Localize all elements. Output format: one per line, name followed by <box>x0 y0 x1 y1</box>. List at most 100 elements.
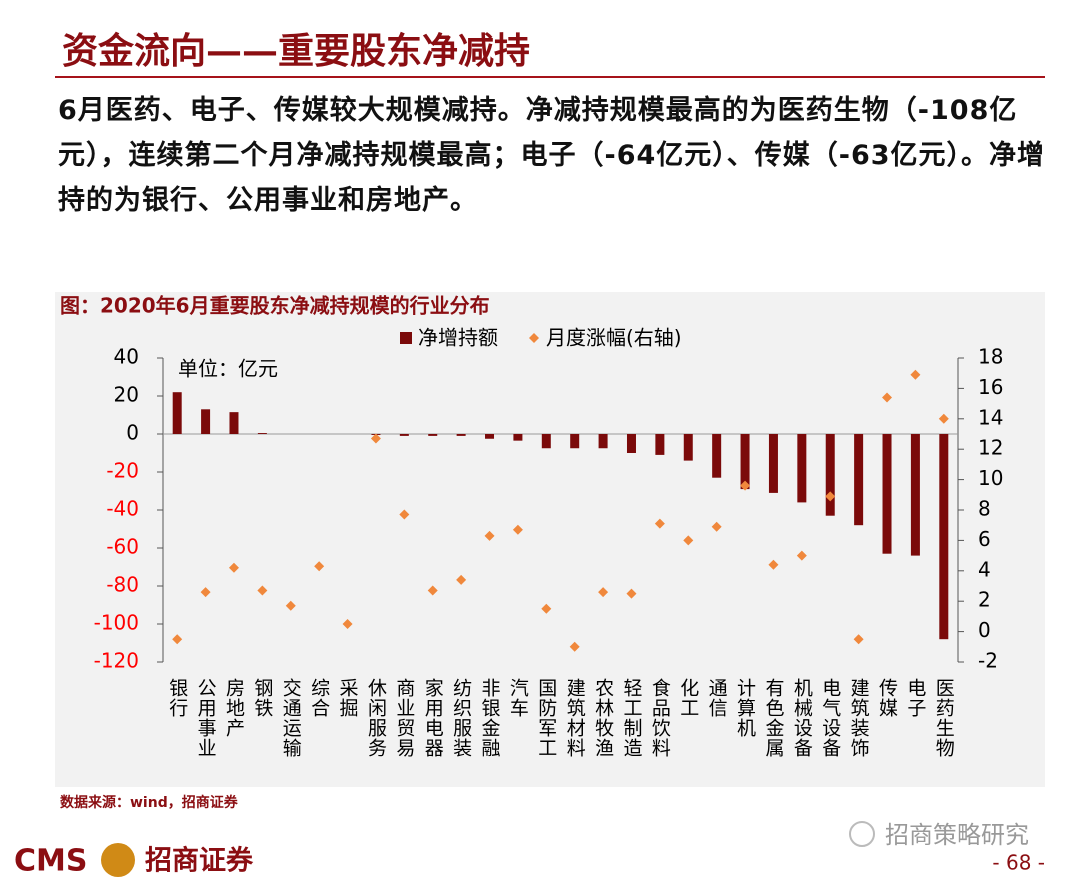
y2-tick-label: 12 <box>978 436 1003 460</box>
point <box>257 585 268 596</box>
y-tick-label: -120 <box>94 649 139 673</box>
bar <box>626 434 636 453</box>
point <box>853 634 864 645</box>
bar <box>882 434 892 554</box>
point <box>882 392 893 403</box>
point <box>342 619 353 629</box>
x-tick-label: 房地产 <box>223 678 245 738</box>
bar <box>768 434 778 493</box>
point <box>654 518 665 529</box>
title-rule <box>55 76 1045 78</box>
y-tick-label: -20 <box>106 459 139 483</box>
y-tick-label: -60 <box>106 535 139 559</box>
point <box>910 369 921 380</box>
y2-tick-label: 14 <box>978 405 1003 429</box>
y2-tick-label: -2 <box>978 649 998 673</box>
y-tick-label: 40 <box>114 345 139 369</box>
point <box>484 530 495 541</box>
point <box>683 535 694 546</box>
x-tick-label: 农林牧渔 <box>592 678 614 758</box>
brand-cn: 招商证券 <box>145 845 254 877</box>
wechat-mark: 招商策略研究 <box>885 821 1029 849</box>
bar <box>201 409 211 434</box>
bar <box>456 434 466 436</box>
bar <box>399 434 409 436</box>
y-tick-label: -100 <box>94 611 139 635</box>
brand-logo <box>101 843 135 877</box>
x-tick-label: 休闲服务 <box>365 678 387 758</box>
x-tick-label: 建筑材料 <box>564 678 586 758</box>
point <box>314 561 325 572</box>
y2-tick-label: 16 <box>978 375 1003 399</box>
legend-label: 净增持额 <box>418 326 498 350</box>
wechat-icon <box>849 821 875 847</box>
chart-background <box>55 292 1045 787</box>
x-tick-label: 汽车 <box>507 678 529 718</box>
bar <box>541 434 551 449</box>
point <box>938 413 949 424</box>
point <box>399 509 410 520</box>
y2-tick-label: 8 <box>978 497 991 521</box>
x-tick-label: 医药生物 <box>933 678 955 758</box>
y-tick-label: -40 <box>106 497 139 521</box>
x-tick-label: 有色金属 <box>762 678 784 758</box>
bar <box>598 434 608 449</box>
legend-swatch <box>400 332 412 344</box>
x-tick-label: 食品饮料 <box>649 678 671 758</box>
point <box>200 587 211 598</box>
x-tick-label: 非银金融 <box>479 678 501 758</box>
point <box>541 603 552 614</box>
x-tick-label: 商业贸易 <box>393 678 415 758</box>
x-tick-label: 计算机 <box>734 678 756 738</box>
y2-tick-label: 0 <box>978 618 991 642</box>
bar <box>683 434 693 461</box>
x-tick-label: 家用电器 <box>422 678 444 758</box>
y2-tick-label: 6 <box>978 527 991 551</box>
point <box>569 641 580 652</box>
point <box>598 587 609 598</box>
brand-en: CMS <box>14 844 87 879</box>
y-tick-label: -80 <box>106 573 139 597</box>
summary-text: 6月医药、电子、传媒较大规模减持。净减持规模最高的为医药生物（-108亿元），连… <box>58 95 1046 216</box>
source: 数据来源：wind，招商证券 <box>60 794 239 811</box>
legend-label: 月度涨幅(右轴) <box>546 326 682 350</box>
point <box>456 574 467 585</box>
bar <box>513 434 523 441</box>
x-tick-label: 通信 <box>706 678 728 718</box>
point <box>626 588 637 599</box>
bar <box>485 434 495 439</box>
bar <box>570 434 580 449</box>
bar <box>825 434 835 516</box>
x-tick-label: 交通运输 <box>280 678 302 758</box>
unit-label: 单位：亿元 <box>178 357 278 381</box>
x-tick-label: 机械设备 <box>791 678 813 758</box>
x-tick-label: 纺织服装 <box>450 678 472 758</box>
x-tick-label: 传媒 <box>876 678 898 718</box>
bar <box>712 434 722 478</box>
bar <box>910 434 920 556</box>
x-tick-label: 建筑装饰 <box>848 678 870 758</box>
point <box>512 524 523 535</box>
bar <box>655 434 665 455</box>
x-tick-label: 国防军工 <box>535 678 557 758</box>
bar <box>172 392 182 434</box>
x-tick-label: 采掘 <box>337 678 359 718</box>
bar <box>257 433 267 434</box>
bar <box>797 434 807 503</box>
x-tick-label: 银行 <box>166 678 188 718</box>
point <box>768 559 779 570</box>
y2-tick-label: 18 <box>978 345 1003 369</box>
chart-title: 图：2020年6月重要股东净减持规模的行业分布 <box>60 294 490 318</box>
legend-swatch <box>529 333 539 343</box>
y2-tick-label: 10 <box>978 466 1003 490</box>
point <box>711 521 722 532</box>
y-tick-label: 0 <box>126 421 139 445</box>
x-tick-label: 电气设备 <box>819 678 841 758</box>
x-tick-label: 电子 <box>904 678 926 718</box>
y2-tick-label: 2 <box>978 588 991 612</box>
x-tick-label: 钢铁 <box>251 678 273 718</box>
x-tick-label: 化工 <box>677 678 699 718</box>
point <box>228 562 239 573</box>
